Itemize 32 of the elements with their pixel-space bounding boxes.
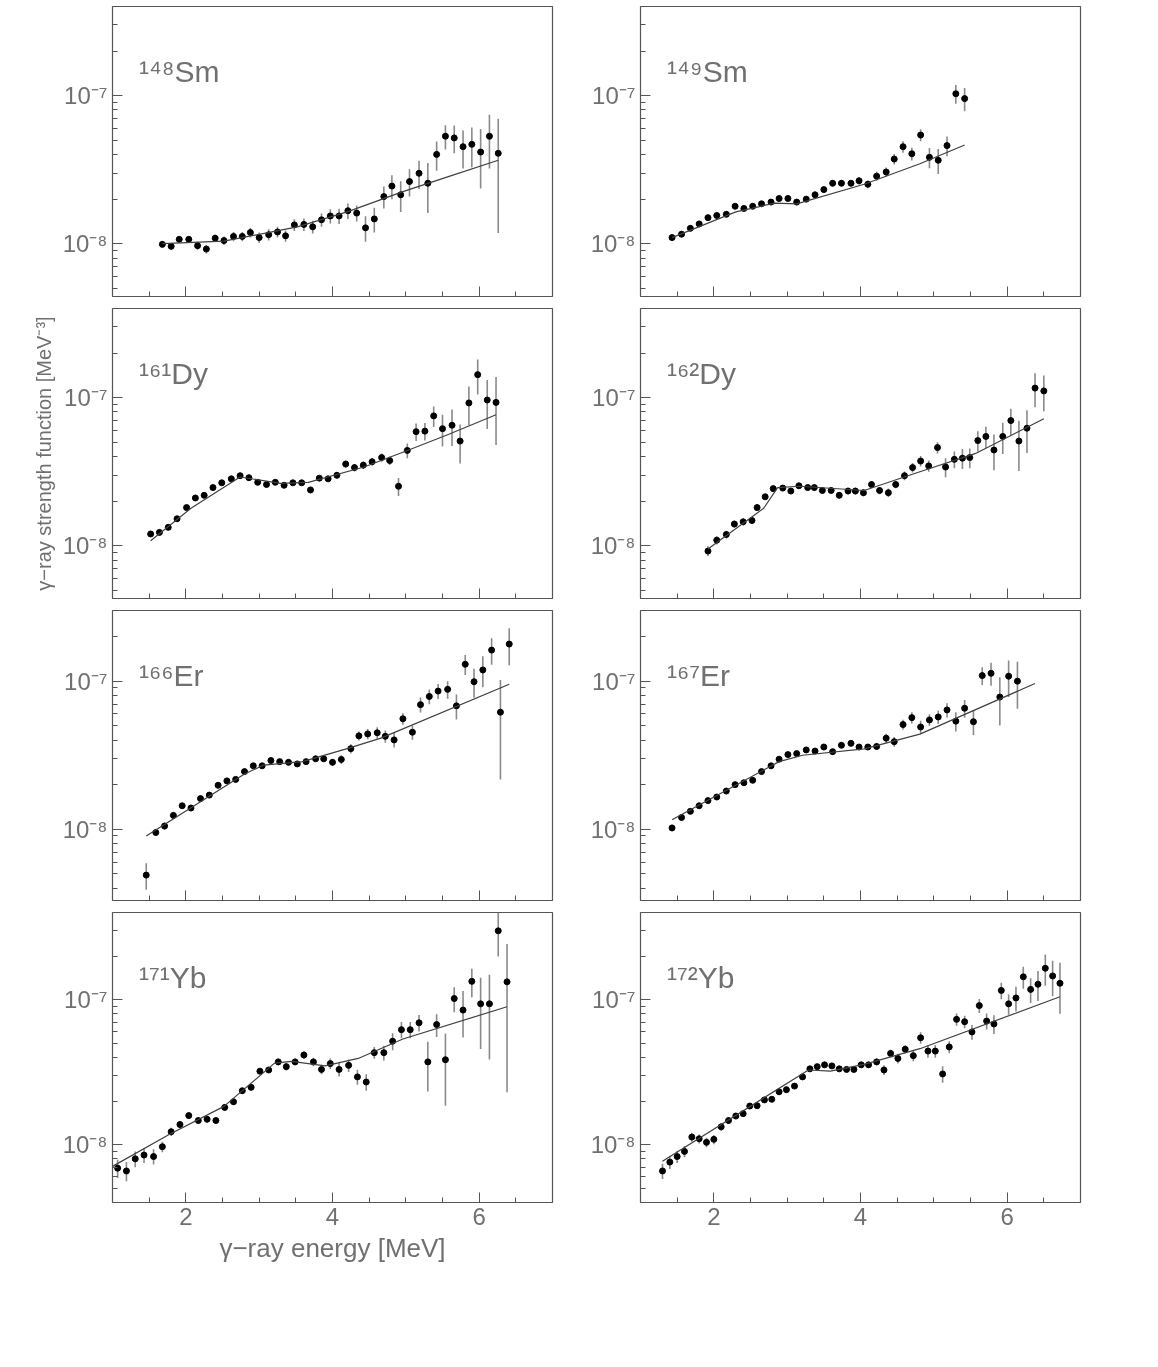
y-tick-label: 10⁻⁸ [590,230,636,258]
text: ¹⁴⁸Sm [138,54,220,88]
x-tick-label: 6 [472,1202,486,1230]
y-tick-label: 10⁻⁷ [64,667,108,695]
text: ¹⁶⁶Er [138,658,204,692]
y-tick-label: 10⁻⁷ [64,384,108,412]
y-tick-label: 10⁻⁸ [62,532,108,560]
text: ¹⁷¹Yb [138,960,207,994]
y-tick-label: 10⁻⁷ [592,82,636,110]
x-tick-label: 4 [853,1202,868,1230]
text: ¹⁶¹Dy [138,356,208,390]
y-tick-label: 10⁻⁷ [64,986,108,1014]
y-tick-label: 10⁻⁷ [592,986,636,1014]
text: ¹⁷²Yb [666,960,735,994]
x-tick-label: 6 [1000,1202,1014,1230]
y-tick-label: 10⁻⁸ [590,815,636,843]
y-tick-label: 10⁻⁸ [590,1131,636,1159]
y-tick-label: 10⁻⁸ [62,230,108,258]
x-tick-label: 2 [179,1202,193,1230]
y-tick-label: 10⁻⁸ [590,532,636,560]
y-tick-label: 10⁻⁸ [62,1131,108,1159]
y-tick-label: 10⁻⁷ [592,667,636,695]
x-axis-title: γ−ray energy [MeV] [219,1232,446,1263]
y-axis-title: γ−ray strength function [MeV⁻³] [32,316,55,591]
y-tick-label: 10⁻⁷ [592,384,636,412]
x-tick-label: 2 [707,1202,721,1230]
y-tick-label: 10⁻⁸ [62,815,108,843]
x-tick-label: 4 [325,1202,340,1230]
text: ¹⁴⁹Sm [666,54,748,88]
text: ¹⁶⁷Er [666,658,731,692]
text: ¹⁶²Dy [666,356,736,390]
y-tick-label: 10⁻⁷ [64,82,108,110]
